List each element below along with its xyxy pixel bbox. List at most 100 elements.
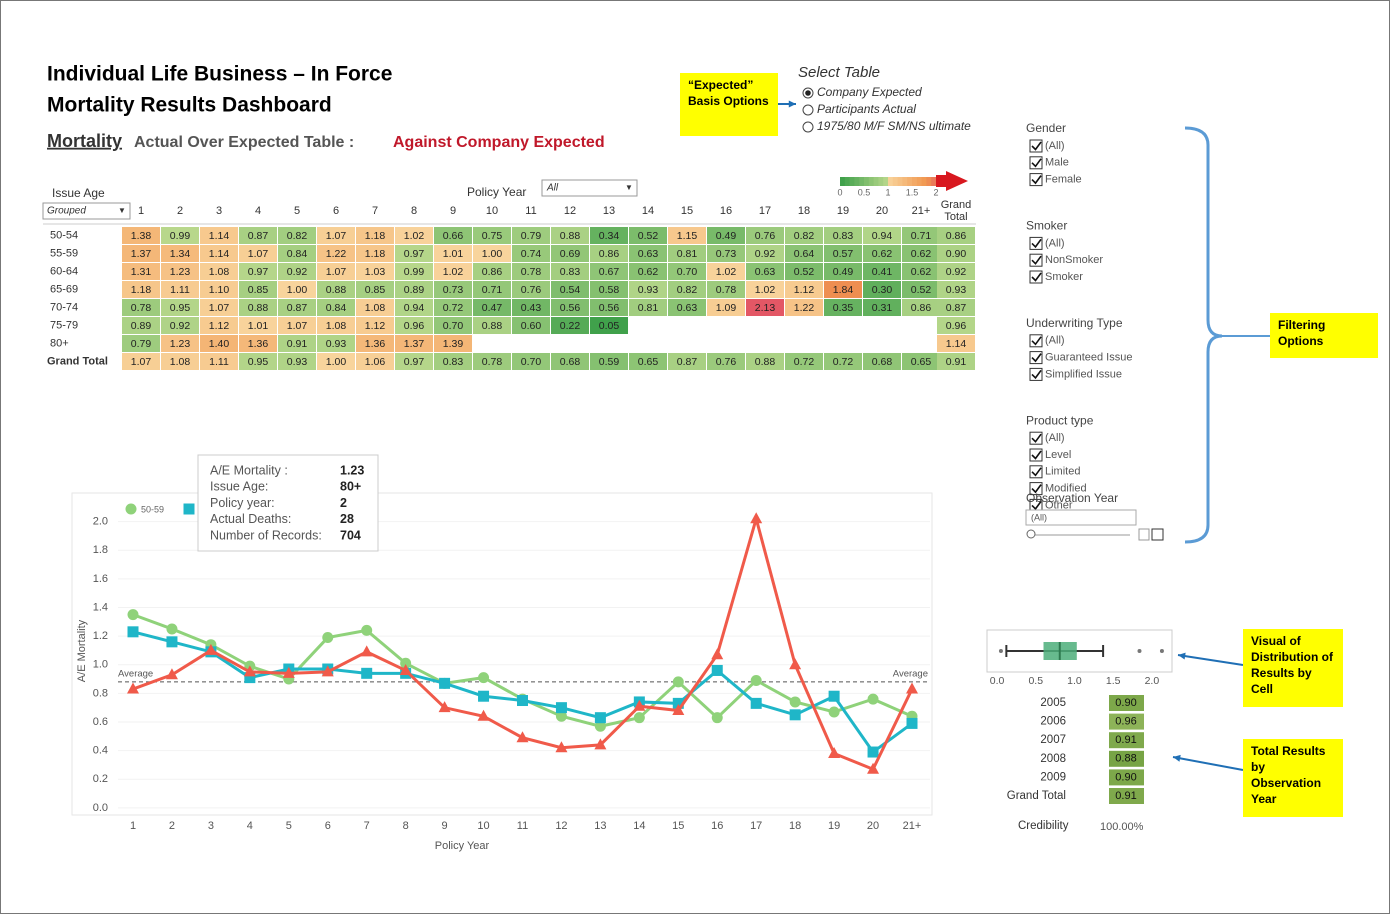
- heat-cell[interactable]: [746, 281, 784, 298]
- heat-cell[interactable]: [629, 353, 667, 370]
- heat-cell[interactable]: [200, 299, 238, 316]
- heat-cell[interactable]: [434, 299, 472, 316]
- checkbox[interactable]: [1029, 465, 1043, 479]
- heat-cell[interactable]: [590, 353, 628, 370]
- heat-cell[interactable]: [785, 281, 823, 298]
- heat-cell[interactable]: [473, 263, 511, 280]
- heat-cell[interactable]: [278, 299, 316, 316]
- heat-cell[interactable]: [434, 263, 472, 280]
- checkbox[interactable]: [1029, 334, 1043, 348]
- heat-cell[interactable]: [629, 245, 667, 262]
- dropdown[interactable]: [42, 202, 131, 220]
- dropdown[interactable]: [1025, 509, 1137, 526]
- heat-cell[interactable]: [161, 335, 199, 352]
- heat-cell[interactable]: [863, 263, 901, 280]
- heat-cell[interactable]: [629, 227, 667, 244]
- heat-cell[interactable]: [937, 263, 975, 280]
- heat-cell[interactable]: [590, 299, 628, 316]
- heat-cell[interactable]: [551, 245, 589, 262]
- heat-cell[interactable]: [512, 227, 550, 244]
- dropdown-value[interactable]: (All): [1031, 512, 1047, 522]
- heat-cell[interactable]: [278, 353, 316, 370]
- heat-cell[interactable]: [824, 299, 862, 316]
- heat-cell[interactable]: [200, 281, 238, 298]
- heat-cell[interactable]: [395, 335, 433, 352]
- heat-cell[interactable]: [668, 281, 706, 298]
- filter-option[interactable]: (All): [1045, 237, 1065, 249]
- subtitle-link[interactable]: Mortality: [47, 131, 122, 151]
- slider-thumb[interactable]: [1026, 529, 1036, 539]
- heat-cell[interactable]: [512, 245, 550, 262]
- heat-cell[interactable]: [278, 335, 316, 352]
- heat-cell[interactable]: [317, 245, 355, 262]
- heat-cell[interactable]: [278, 263, 316, 280]
- heat-cell[interactable]: [707, 227, 745, 244]
- heat-cell[interactable]: [863, 245, 901, 262]
- filter-option[interactable]: Simplified Issue: [1045, 368, 1122, 380]
- heat-cell[interactable]: [551, 263, 589, 280]
- heat-cell[interactable]: [161, 299, 199, 316]
- heat-cell[interactable]: [512, 317, 550, 334]
- heat-cell[interactable]: [937, 353, 975, 370]
- heat-cell[interactable]: [278, 227, 316, 244]
- checkbox[interactable]: [1029, 482, 1043, 496]
- heat-cell[interactable]: [629, 281, 667, 298]
- heat-cell[interactable]: [200, 227, 238, 244]
- heat-cell[interactable]: [668, 299, 706, 316]
- heat-cell[interactable]: [317, 263, 355, 280]
- heat-cell[interactable]: [707, 299, 745, 316]
- heat-cell[interactable]: [512, 281, 550, 298]
- heat-cell[interactable]: [239, 263, 277, 280]
- checkbox[interactable]: [1029, 156, 1043, 170]
- heat-cell[interactable]: [937, 299, 975, 316]
- heat-cell[interactable]: [317, 335, 355, 352]
- heat-cell[interactable]: [746, 299, 784, 316]
- heat-cell[interactable]: [434, 335, 472, 352]
- heat-cell[interactable]: [161, 227, 199, 244]
- heat-cell[interactable]: [317, 353, 355, 370]
- heat-cell[interactable]: [356, 263, 394, 280]
- heat-cell[interactable]: [434, 317, 472, 334]
- heat-cell[interactable]: [239, 353, 277, 370]
- heat-cell[interactable]: [161, 353, 199, 370]
- heat-cell[interactable]: [785, 227, 823, 244]
- heat-cell[interactable]: [707, 353, 745, 370]
- filter-option[interactable]: Other: [1045, 499, 1073, 511]
- heat-cell[interactable]: [356, 335, 394, 352]
- heat-cell[interactable]: [937, 281, 975, 298]
- heat-cell[interactable]: [122, 335, 160, 352]
- dropdown-value[interactable]: All: [546, 183, 559, 194]
- heat-cell[interactable]: [239, 335, 277, 352]
- heat-cell[interactable]: [200, 353, 238, 370]
- heat-cell[interactable]: [824, 245, 862, 262]
- heat-cell[interactable]: [902, 263, 940, 280]
- heat-cell[interactable]: [395, 299, 433, 316]
- heat-cell[interactable]: [473, 317, 511, 334]
- heat-cell[interactable]: [356, 281, 394, 298]
- dropdown[interactable]: [541, 179, 638, 197]
- heat-cell[interactable]: [590, 281, 628, 298]
- checkbox[interactable]: [1029, 448, 1043, 462]
- filter-option[interactable]: NonSmoker: [1045, 254, 1103, 266]
- heat-cell[interactable]: [473, 299, 511, 316]
- heat-cell[interactable]: [629, 263, 667, 280]
- heat-cell[interactable]: [434, 227, 472, 244]
- heat-cell[interactable]: [707, 281, 745, 298]
- heat-cell[interactable]: [317, 317, 355, 334]
- heat-cell[interactable]: [239, 317, 277, 334]
- heat-cell[interactable]: [707, 263, 745, 280]
- checkbox[interactable]: [1029, 367, 1043, 381]
- heat-cell[interactable]: [590, 245, 628, 262]
- filter-option[interactable]: Modified: [1045, 483, 1087, 495]
- filter-option[interactable]: (All): [1045, 432, 1065, 444]
- heat-cell[interactable]: [512, 263, 550, 280]
- heat-cell[interactable]: [200, 245, 238, 262]
- heat-cell[interactable]: [785, 263, 823, 280]
- heat-cell[interactable]: [824, 263, 862, 280]
- heat-cell[interactable]: [785, 353, 823, 370]
- heat-cell[interactable]: [239, 299, 277, 316]
- heat-cell[interactable]: [122, 263, 160, 280]
- heat-cell[interactable]: [161, 281, 199, 298]
- heat-cell[interactable]: [161, 245, 199, 262]
- heat-cell[interactable]: [707, 245, 745, 262]
